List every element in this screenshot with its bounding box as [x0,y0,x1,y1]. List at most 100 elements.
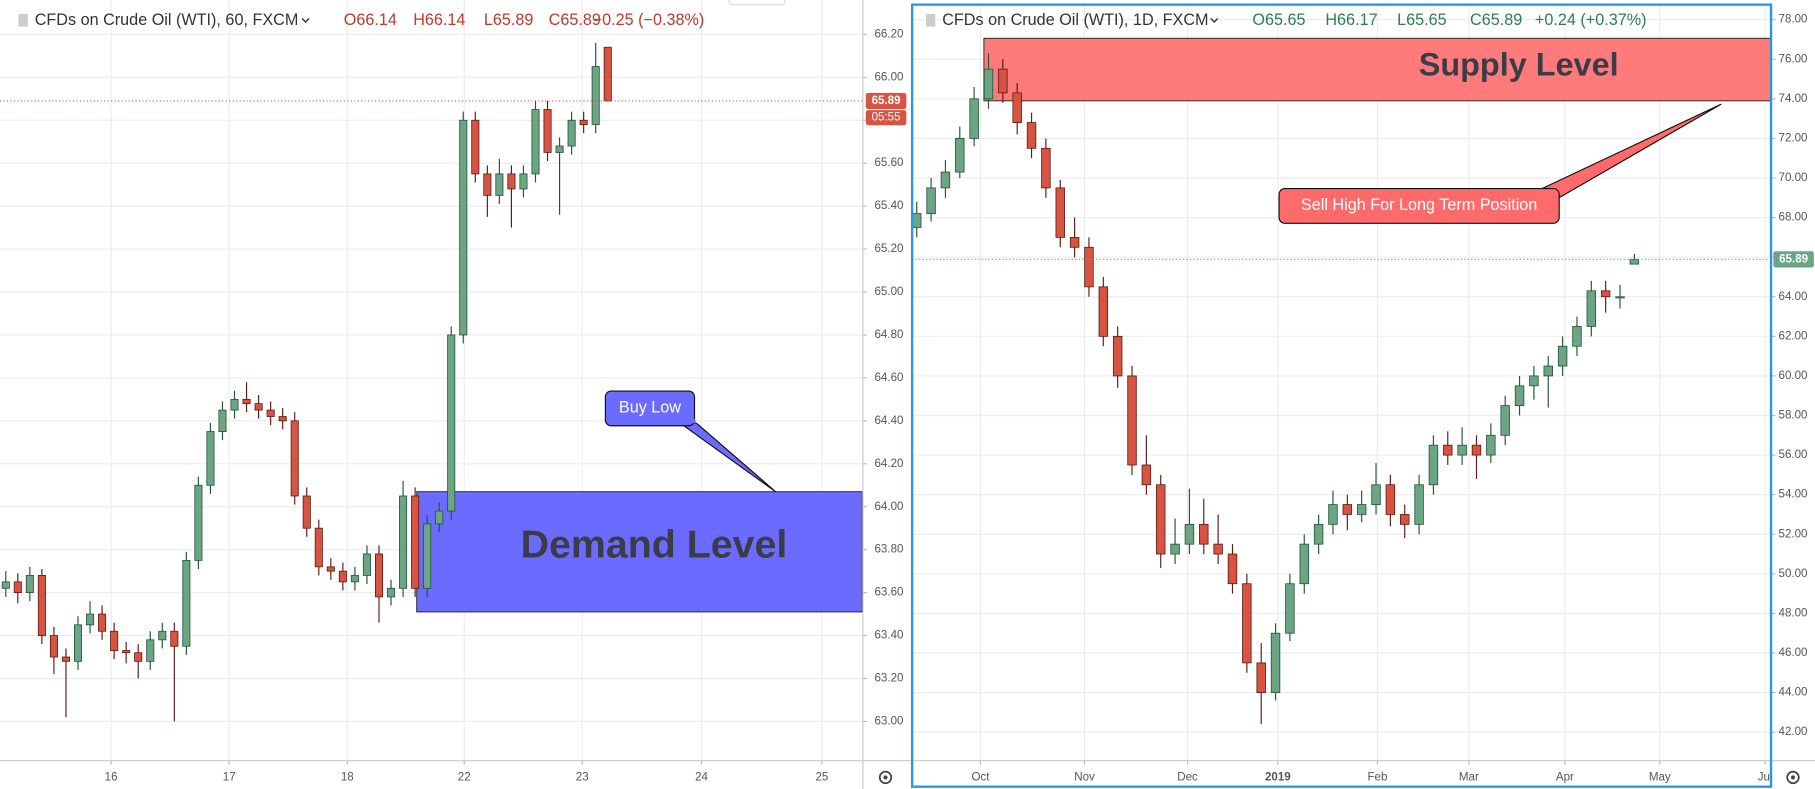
candle-body [495,173,504,196]
y-tick-label: 63.20 [875,673,904,685]
countdown-label: 05:55 [872,112,901,124]
candle-body [182,559,191,647]
candle-body [483,173,492,196]
candle-body [230,398,239,411]
y-tick-label: 44.00 [1779,687,1808,699]
candle-body [158,630,167,641]
y-tick-label: 64.60 [875,372,904,384]
candle-body [350,575,359,583]
y-tick-label: 60.00 [1779,370,1808,382]
ohlc-label: L65.89 [484,11,534,29]
y-tick-label: 63.80 [875,544,904,556]
candle-body [567,119,576,147]
candle-body [940,171,951,189]
candle-body [1299,543,1309,585]
candle-body [591,66,600,125]
y-tick-label: 72.00 [1779,132,1808,144]
candle-body [1069,236,1080,248]
candle-body [1356,504,1367,515]
candle-body [1443,444,1453,456]
x-tick-label: 23 [576,771,589,783]
candle-body [998,68,1008,94]
candle-body [1,581,10,589]
x-tick-label: Apr [1556,771,1574,783]
y-tick-label: 76.00 [1779,53,1808,65]
candle-body [519,173,528,190]
price-tag [865,92,907,110]
candle-body [86,613,95,626]
candle-body [1500,405,1510,436]
chart-panel: 42.00 44.00 46.00 48.00 50.00 52.00 54.00 56.00… [912,4,1814,783]
candle-body [1256,662,1266,693]
countdown-tag [865,110,907,126]
candle-body [579,119,588,125]
candle-body [1328,504,1338,525]
candle-body [459,119,468,336]
symbol-icon [18,13,28,27]
y-tick-label: 65.60 [875,157,904,169]
candle-body [912,213,922,228]
callout-label: Sell High For Long Term Position [1301,196,1537,214]
candle-body [146,639,155,662]
candle-body [531,109,540,175]
candle-body [387,587,396,598]
x-tick-label: Feb [1367,771,1387,783]
x-tick-label: May [1649,771,1671,783]
price-tag [1773,251,1814,268]
y-tick-label: 64.00 [1779,291,1808,303]
candle-body [314,527,323,568]
y-tick-label: 48.00 [1779,607,1808,619]
candle-body [1112,335,1123,377]
candle-body [1170,543,1180,555]
y-tick-label: 65.20 [875,243,904,255]
x-tick-label: Dec [1177,771,1198,783]
callout-joint [1539,189,1557,206]
x-tick-label: 2019 [1265,771,1291,783]
toolbar-tab[interactable] [728,0,786,6]
settings-gear[interactable] [1786,770,1800,785]
candle-body [49,635,58,658]
y-tick-label: 63.00 [875,715,904,727]
candle-body [411,495,420,589]
candle-body [122,650,131,654]
candle-body [1557,345,1568,367]
y-tick-label: 56.00 [1779,449,1808,461]
x-tick-label: Jul [1758,771,1773,783]
settings-gear[interactable] [878,770,893,785]
candle-body [1084,246,1094,288]
candle-body [969,98,979,139]
candle-body [61,656,70,662]
candle-body [399,495,408,589]
candle-body [73,624,83,662]
x-tick-label: Oct [971,771,990,783]
y-tick-label: 62.00 [1779,330,1808,342]
candle-body [25,575,34,594]
candle-body [1385,484,1396,515]
candle-body [1457,444,1467,456]
candle-body [1227,553,1238,585]
candle-body [362,553,371,576]
x-tick-label: Mar [1459,771,1479,783]
candle-body [1213,543,1223,555]
candle-body [13,581,22,594]
candle-body [1629,258,1640,265]
candle-body [1514,385,1525,407]
ohlc-label: O65.65 [1252,11,1305,29]
zone-label: Supply Level [1419,47,1619,83]
candle-body [1600,290,1611,298]
ohlc-label: O66.14 [344,11,397,29]
ohlc-label: H66.17 [1325,11,1377,29]
candle-body [1199,523,1209,545]
candle-body [603,46,612,102]
y-tick-label: 66.00 [875,71,904,83]
candle-body [302,495,311,529]
change-label: −0.25 (−0.38%) [593,11,705,29]
y-tick-label: 65.40 [875,200,904,212]
candle-body [1098,286,1109,337]
candle-body [98,613,107,632]
x-tick-label: 17 [223,771,236,783]
candle-body [1156,484,1166,555]
x-tick-label: 22 [458,771,471,783]
x-tick-label: 25 [815,771,828,783]
ohlc-label: C65.89 [549,11,601,29]
